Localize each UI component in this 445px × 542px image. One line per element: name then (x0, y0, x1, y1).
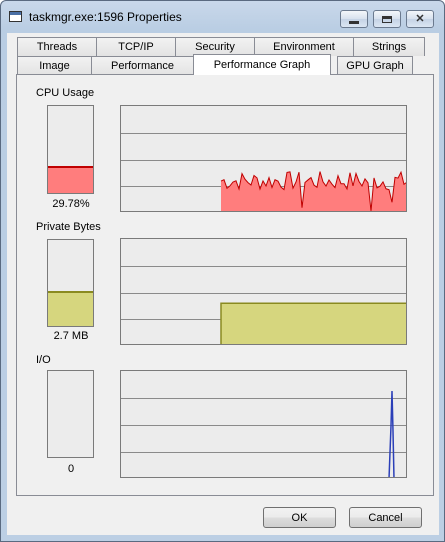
tab-image[interactable]: Image (17, 56, 92, 75)
tab-threads[interactable]: Threads (17, 37, 97, 56)
tab-gpu-graph[interactable]: GPU Graph (337, 56, 413, 75)
minimize-icon (349, 20, 359, 24)
cpu-usage-meter (47, 105, 94, 194)
cpu-usage-value: 29.78% (52, 198, 90, 210)
maximize-icon (382, 15, 392, 23)
cpu-usage-graph (120, 105, 407, 212)
private-bytes-label: Private Bytes (36, 221, 101, 233)
private-bytes-line (220, 302, 406, 344)
ok-button[interactable]: OK (263, 507, 336, 528)
tab-performance-graph[interactable]: Performance Graph (193, 54, 331, 75)
tab-strings[interactable]: Strings (353, 37, 425, 56)
io-graph (120, 370, 407, 478)
tab-tcp-ip[interactable]: TCP/IP (96, 37, 176, 56)
dialog-client-area: Threads TCP/IP Security Environment Stri… (7, 33, 439, 535)
cpu-usage-graph-plot (121, 133, 406, 211)
io-meter (47, 370, 94, 458)
private-bytes-graph-plot (121, 266, 406, 344)
close-button[interactable]: ✕ (406, 10, 434, 28)
close-icon: ✕ (415, 12, 425, 25)
cancel-button[interactable]: Cancel (349, 507, 422, 528)
tab-security[interactable]: Security (175, 37, 255, 56)
io-graph-plot (121, 390, 406, 477)
maximize-button[interactable] (373, 10, 401, 28)
private-bytes-meter (47, 239, 94, 327)
io-spike-line (388, 390, 395, 477)
private-bytes-value: 2.7 MB (53, 330, 89, 342)
private-bytes-meter-fill (48, 292, 93, 326)
io-label: I/O (36, 354, 51, 366)
window-title: taskmgr.exe:1596 Properties (29, 10, 182, 24)
private-bytes-meter-level-line (48, 291, 93, 293)
private-bytes-graph (120, 238, 407, 345)
title-bar[interactable]: taskmgr.exe:1596 Properties ✕ (1, 1, 444, 34)
cpu-usage-area (221, 171, 406, 211)
cpu-usage-label: CPU Usage (36, 87, 95, 99)
io-value: 0 (67, 463, 75, 475)
tab-environment[interactable]: Environment (254, 37, 354, 56)
private-bytes-area (221, 303, 406, 344)
cpu-meter-level-line (48, 166, 93, 168)
minimize-button[interactable] (340, 10, 368, 28)
performance-graph-panel: CPU Usage 29.78% Private Bytes 2.7 MB I/… (16, 74, 434, 496)
cpu-usage-line (220, 170, 406, 211)
app-window-icon (9, 11, 22, 22)
cpu-meter-fill (48, 167, 93, 193)
tab-performance[interactable]: Performance (91, 56, 194, 75)
